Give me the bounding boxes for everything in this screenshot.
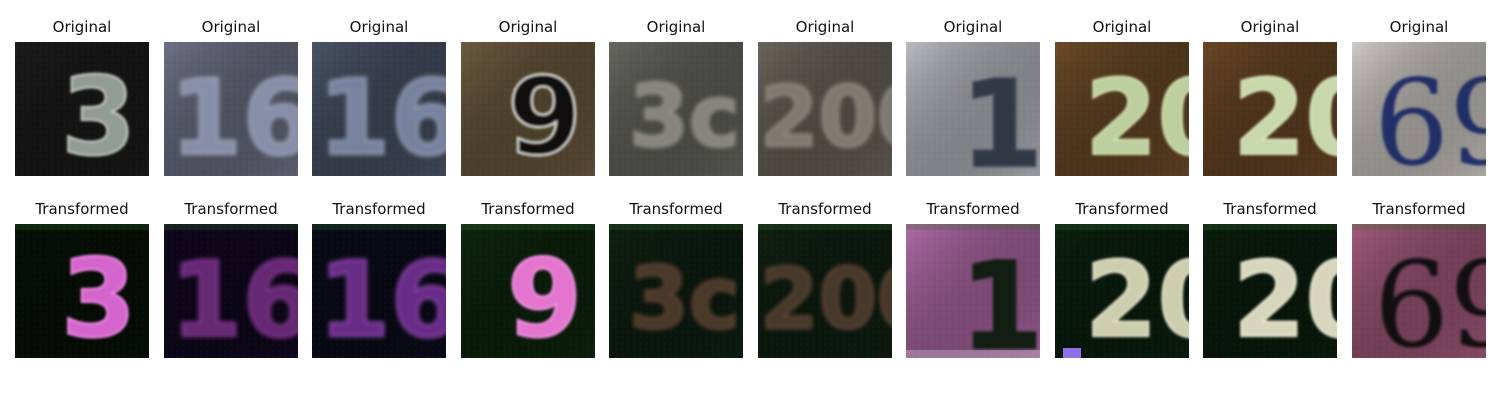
svg-text:16: 16 xyxy=(170,57,298,176)
original-digit-image: 1 xyxy=(906,42,1040,176)
svg-text:200: 200 xyxy=(760,250,892,348)
svg-text:9: 9 xyxy=(507,55,582,176)
svg-text:16: 16 xyxy=(318,239,446,358)
svg-text:69: 69 xyxy=(1374,236,1486,358)
svg-text:3: 3 xyxy=(61,55,136,176)
svg-text:1: 1 xyxy=(960,56,1040,176)
svg-text:20: 20 xyxy=(1085,239,1189,358)
transformed-digit-image: 200 xyxy=(758,224,892,358)
tile-title: Transformed xyxy=(1372,200,1466,218)
svg-text:3c: 3c xyxy=(629,67,740,167)
tile-title: Original xyxy=(795,18,855,36)
tile-title: Transformed xyxy=(629,200,723,218)
svg-text:20: 20 xyxy=(1233,57,1337,176)
svg-text:16: 16 xyxy=(318,57,446,176)
original-digit-image: 9 xyxy=(461,42,595,176)
svg-text:9: 9 xyxy=(507,237,582,358)
original-digit-image: 3 xyxy=(15,42,149,176)
tile-title: Original xyxy=(349,18,409,36)
transformed-digit-image: 3c xyxy=(609,224,743,358)
tile-title: Transformed xyxy=(1075,200,1169,218)
transformed-digit-image: 20 xyxy=(1055,224,1189,358)
transformed-digit-image: 69 xyxy=(1352,224,1486,358)
tile-title: Transformed xyxy=(926,200,1020,218)
original-digit-image: 3c xyxy=(609,42,743,176)
tile-title: Transformed xyxy=(1223,200,1317,218)
svg-text:20: 20 xyxy=(1085,57,1189,176)
transformed-digit-image: 20 xyxy=(1203,224,1337,358)
svg-text:3c: 3c xyxy=(629,249,740,349)
svg-text:3: 3 xyxy=(61,237,136,358)
original-digit-image: 16 xyxy=(164,42,298,176)
tile-title: Transformed xyxy=(35,200,129,218)
original-digit-image: 200 xyxy=(758,42,892,176)
svg-text:1: 1 xyxy=(960,238,1040,358)
original-digit-image: 20 xyxy=(1203,42,1337,176)
original-digit-image: 16 xyxy=(312,42,446,176)
tile-title: Transformed xyxy=(332,200,426,218)
tile-title: Original xyxy=(1389,18,1449,36)
transformed-digit-image: 16 xyxy=(164,224,298,358)
tile-title: Original xyxy=(52,18,112,36)
tile-title: Transformed xyxy=(481,200,575,218)
tile-title: Original xyxy=(646,18,706,36)
transformed-digit-image: 16 xyxy=(312,224,446,358)
transformed-digit-image: 1 xyxy=(906,224,1040,358)
tile-title: Original xyxy=(1240,18,1300,36)
tile-title: Original xyxy=(943,18,1003,36)
original-digit-image: 69 xyxy=(1352,42,1486,176)
tile-title: Original xyxy=(201,18,261,36)
tile-title: Transformed xyxy=(778,200,872,218)
svg-text:200: 200 xyxy=(760,68,892,166)
tile-title: Original xyxy=(1092,18,1152,36)
transformed-digit-image: 3 xyxy=(15,224,149,358)
original-digit-image: 20 xyxy=(1055,42,1189,176)
tile-title: Original xyxy=(498,18,558,36)
transformed-digit-image: 9 xyxy=(461,224,595,358)
tile-title: Transformed xyxy=(184,200,278,218)
svg-text:69: 69 xyxy=(1374,54,1486,176)
svg-text:16: 16 xyxy=(170,239,298,358)
svg-text:20: 20 xyxy=(1233,239,1337,358)
